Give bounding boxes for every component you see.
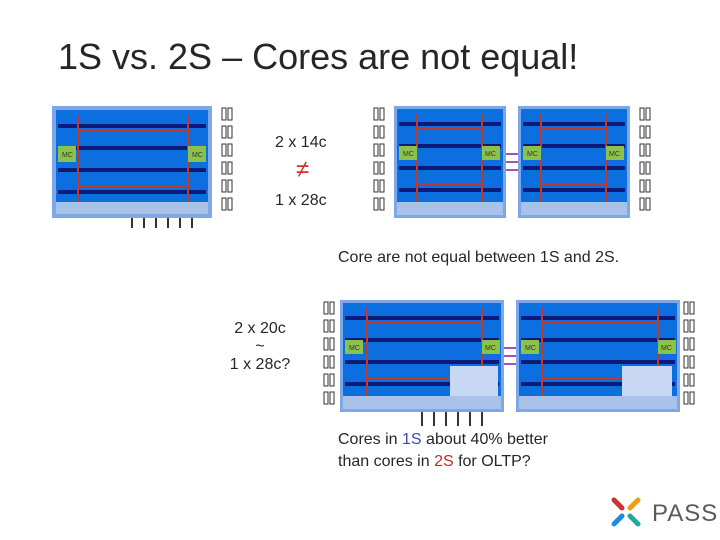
memory-controller-label: MC [609,151,620,158]
memory-controller-label: MC [525,345,536,352]
pass-logo-icon [611,497,641,527]
memory-controller-label: MC [192,152,203,159]
note-text: Core are not equal between 1S and 2S. [338,249,620,266]
memory-controller-label: MC [403,151,414,158]
cpu-die-pair-28c: MC MC MC MC [373,106,651,218]
conclusion-text: Cores in 1S about 40% better than cores … [338,429,548,473]
one-socket-label: 1S [402,431,422,448]
conclusion-line2-pre: than cores in [338,453,435,470]
cpu-die-pair-20c: MC MC MC MC [323,300,695,426]
two-socket-label: 2S [434,453,454,470]
compare-bottom-line1: 2 x 20c [234,320,286,337]
pass-logo-text: PASS [652,500,719,527]
conclusion-pre: Cores in [338,431,403,448]
compare-bottom-line3: 1 x 28c? [229,356,291,373]
slide-title: 1S vs. 2S – Cores are not equal! [58,36,579,77]
conclusion-mid: about 40% better [421,431,548,448]
compare-bottom: 2 x 20c ~ 1 x 28c? [228,320,292,374]
conclusion-line2: than cores in 2S for OLTP? [338,451,548,473]
memory-controller-label: MC [62,152,73,159]
memory-controller-label: MC [485,151,496,158]
cpu-die-2s-14c: MC MC [52,106,233,228]
not-equal-symbol: ≠ [296,156,310,183]
compare-bottom-line2: ~ [255,338,265,355]
memory-controller-label: MC [485,345,496,352]
memory-controller-label: MC [349,345,360,352]
compare-top-left: 2 x 14c [275,134,327,151]
conclusion-line1: Cores in 1S about 40% better [338,429,548,451]
memory-controller-label: MC [527,151,538,158]
memory-controller-label: MC [661,345,672,352]
conclusion-post: for OLTP? [453,453,531,470]
compare-top-right: 1 x 28c [275,192,327,209]
